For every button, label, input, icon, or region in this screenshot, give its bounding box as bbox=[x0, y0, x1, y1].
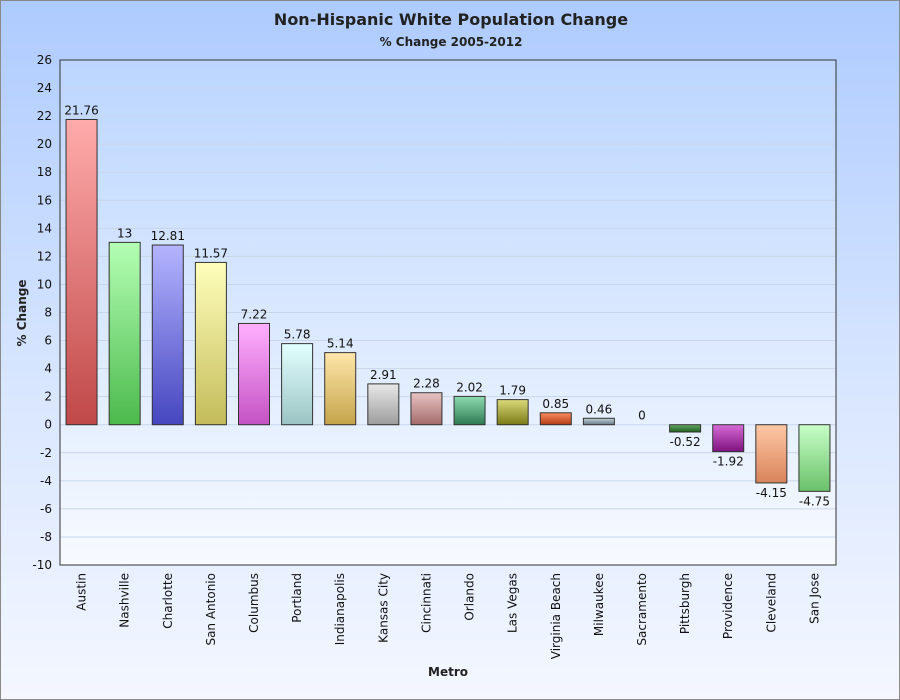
category-label: Kansas City bbox=[376, 573, 390, 643]
bar-pittsburgh bbox=[669, 424, 702, 433]
category-label: Providence bbox=[721, 573, 735, 639]
data-label: 2.28 bbox=[413, 377, 440, 391]
bar-providence bbox=[712, 424, 745, 453]
data-label: 11.57 bbox=[194, 246, 228, 260]
data-label: 0.46 bbox=[586, 402, 613, 416]
x-axis-label: Metro bbox=[428, 665, 468, 679]
bar-austin bbox=[65, 118, 98, 426]
y-tick-label: 2 bbox=[44, 390, 52, 404]
y-tick-label: 26 bbox=[37, 53, 52, 67]
y-axis-label: % Change bbox=[15, 280, 29, 347]
category-label: Portland bbox=[290, 573, 304, 623]
bar-kansas-city bbox=[367, 383, 400, 426]
y-tick-label: -8 bbox=[40, 530, 52, 544]
category-label: Cincinnati bbox=[419, 573, 433, 633]
data-label: 5.14 bbox=[327, 337, 354, 351]
data-label: 21.76 bbox=[64, 103, 98, 117]
y-tick-label: 22 bbox=[37, 109, 52, 123]
category-label: Virginia Beach bbox=[549, 573, 563, 659]
data-label: 0 bbox=[638, 409, 646, 423]
category-label: Columbus bbox=[247, 573, 261, 633]
data-label: 2.91 bbox=[370, 368, 397, 382]
y-tick-label: 14 bbox=[37, 221, 52, 235]
category-label: Sacramento bbox=[635, 573, 649, 646]
bar-las-vegas bbox=[496, 399, 529, 426]
data-label: 12.81 bbox=[151, 229, 185, 243]
y-tick-label: 24 bbox=[37, 81, 52, 95]
y-tick-label: 10 bbox=[37, 277, 52, 291]
y-tick-label: -2 bbox=[40, 446, 52, 460]
bar-nashville bbox=[108, 241, 141, 426]
y-tick-label: 0 bbox=[44, 418, 52, 432]
category-label: Austin bbox=[75, 573, 89, 611]
y-tick-label: -4 bbox=[40, 474, 52, 488]
y-tick-label: 16 bbox=[37, 193, 52, 207]
bar-cincinnati bbox=[410, 392, 443, 426]
category-label: Pittsburgh bbox=[678, 573, 692, 634]
category-label: Indianapolis bbox=[333, 573, 347, 645]
data-label: -4.75 bbox=[799, 494, 830, 508]
data-label: 5.78 bbox=[284, 328, 311, 342]
data-label: 0.85 bbox=[542, 397, 569, 411]
category-label: Las Vegas bbox=[506, 573, 520, 633]
y-tick-label: -6 bbox=[40, 502, 52, 516]
category-label: Orlando bbox=[463, 573, 477, 621]
bar-charlotte bbox=[151, 244, 184, 426]
category-label: Milwaukee bbox=[592, 573, 606, 636]
category-label: Charlotte bbox=[161, 573, 175, 629]
data-label: 1.79 bbox=[499, 384, 526, 398]
bar-san-jose bbox=[798, 424, 831, 492]
category-label: San Antonio bbox=[204, 573, 218, 646]
data-label: -4.15 bbox=[756, 486, 787, 500]
chart-subtitle: % Change 2005-2012 bbox=[380, 35, 523, 49]
bar-cleveland bbox=[755, 424, 788, 484]
plot-border bbox=[59, 59, 837, 566]
bar-milwaukee bbox=[582, 417, 615, 426]
chart-title: Non-Hispanic White Population Change bbox=[274, 10, 628, 29]
y-tick-label: 18 bbox=[37, 165, 52, 179]
bar-indianapolis bbox=[324, 352, 357, 426]
data-label: -1.92 bbox=[713, 455, 744, 469]
bar-san-antonio bbox=[194, 261, 227, 426]
category-label: San Jose bbox=[807, 573, 821, 624]
bar-columbus bbox=[238, 322, 270, 426]
data-label: 2.02 bbox=[456, 380, 483, 394]
data-label: -0.52 bbox=[670, 435, 701, 449]
plot-area: -10-8-6-4-20246810121416182022242621.76A… bbox=[32, 53, 837, 659]
bar-virginia-beach bbox=[539, 412, 572, 426]
data-label: 7.22 bbox=[241, 307, 268, 321]
y-tick-label: -10 bbox=[32, 558, 52, 572]
data-label: 13 bbox=[117, 226, 132, 240]
y-tick-label: 4 bbox=[44, 362, 52, 376]
bar-portland bbox=[281, 343, 314, 426]
category-label: Nashville bbox=[118, 573, 132, 628]
y-tick-label: 12 bbox=[37, 249, 52, 263]
bar-orlando bbox=[453, 395, 486, 426]
y-tick-label: 6 bbox=[44, 334, 52, 348]
category-label: Cleveland bbox=[764, 573, 778, 633]
y-tick-label: 8 bbox=[44, 306, 52, 320]
y-tick-label: 20 bbox=[37, 137, 52, 151]
